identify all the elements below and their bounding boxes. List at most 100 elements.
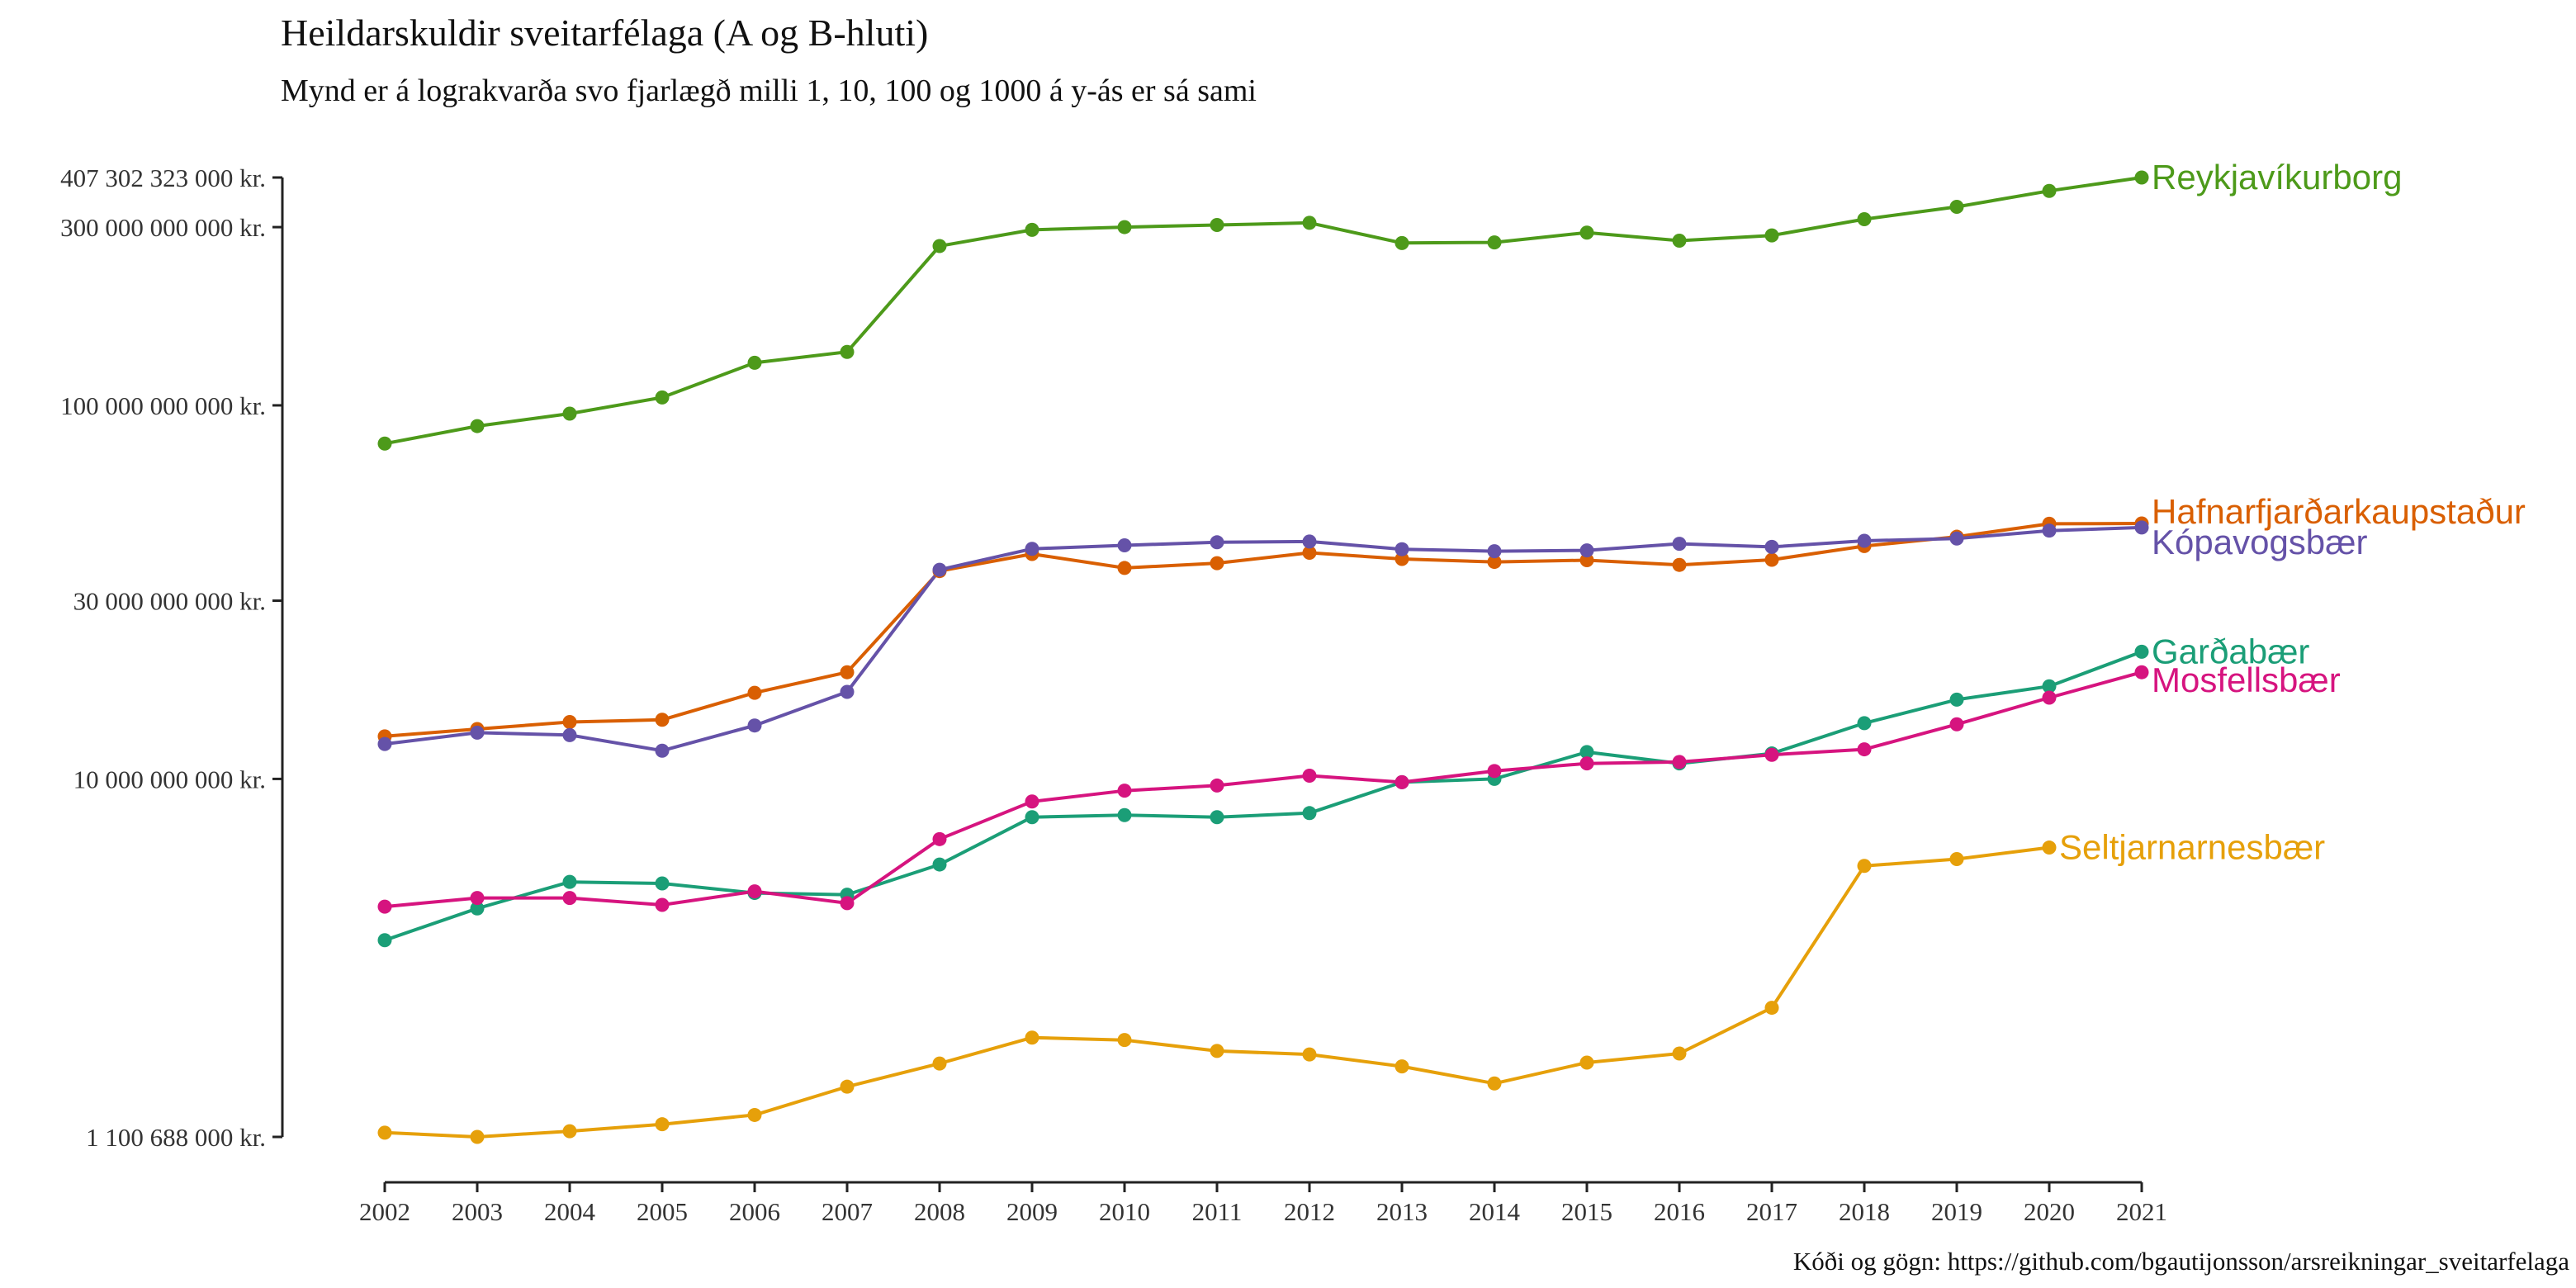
- data-point: [932, 857, 947, 872]
- data-point: [1487, 1076, 1502, 1091]
- data-point: [1025, 222, 1039, 237]
- data-point: [1302, 215, 1317, 230]
- data-point: [377, 436, 392, 451]
- x-tick-label: 2006: [729, 1197, 780, 1226]
- data-point: [1302, 806, 1317, 821]
- data-point: [1025, 794, 1039, 809]
- data-point: [2134, 520, 2149, 535]
- data-point: [1117, 807, 1132, 822]
- data-point: [377, 736, 392, 751]
- data-point: [2042, 183, 2057, 198]
- data-point: [1395, 552, 1409, 566]
- data-point: [1949, 852, 1964, 867]
- data-point: [1117, 537, 1132, 552]
- data-point: [1210, 1044, 1224, 1058]
- data-point: [1117, 1033, 1132, 1048]
- data-point: [1210, 778, 1224, 793]
- data-point: [2042, 679, 2057, 694]
- data-point: [932, 562, 947, 577]
- data-point: [2042, 690, 2057, 705]
- data-point: [1210, 535, 1224, 550]
- series-labels: Reykjavíkurborg HafnarfjarðarkaupstaðurKó…: [2059, 158, 2526, 867]
- data-point: [1949, 531, 1964, 546]
- x-tick-label: 2010: [1099, 1197, 1150, 1226]
- data-point: [2134, 170, 2149, 185]
- data-point: [1764, 228, 1779, 243]
- data-point: [1210, 217, 1224, 232]
- data-point: [1210, 556, 1224, 571]
- data-point: [1395, 235, 1409, 250]
- data-point: [747, 355, 762, 370]
- data-point: [1672, 755, 1687, 769]
- series-label: Seltjarnarnesbær: [2059, 828, 2325, 867]
- x-tick-label: 2015: [1561, 1197, 1612, 1226]
- data-point: [1764, 539, 1779, 554]
- data-point: [1117, 220, 1132, 234]
- data-point: [1764, 1001, 1779, 1016]
- x-tick-label: 2011: [1192, 1197, 1243, 1226]
- series-lines: [384, 176, 2143, 1139]
- data-point: [655, 897, 670, 912]
- series-line: [384, 650, 2143, 942]
- data-point: [562, 874, 577, 889]
- series-line: [384, 845, 2050, 1139]
- data-point: [840, 344, 855, 359]
- y-tick-label: 300 000 000 000 kr.: [60, 213, 266, 242]
- data-point: [2042, 523, 2057, 538]
- data-point: [377, 899, 392, 914]
- x-tick-label: 2008: [914, 1197, 965, 1226]
- data-point: [1487, 235, 1502, 250]
- data-point: [1395, 1059, 1409, 1074]
- data-point: [1487, 544, 1502, 559]
- series-label: Garðabær: [2152, 632, 2309, 670]
- series-line: [384, 670, 2143, 909]
- data-point: [932, 1056, 947, 1071]
- x-tick-label: 2009: [1006, 1197, 1058, 1226]
- data-point: [2042, 841, 2057, 855]
- data-point: [1672, 1046, 1687, 1061]
- data-point: [1117, 784, 1132, 798]
- data-point: [1395, 774, 1409, 789]
- data-point: [1949, 717, 1964, 732]
- chart-caption: Kóði og gögn: https://github.com/bgautij…: [1793, 1247, 2569, 1276]
- data-point: [562, 891, 577, 906]
- x-tick-label: 2002: [359, 1197, 410, 1226]
- y-tick-label: 407 302 323 000 kr.: [60, 163, 266, 192]
- data-point: [1210, 810, 1224, 825]
- x-axis: 2002 2003 2004 2005 2006 2007 2008 2009 2010 2011…: [359, 1181, 2167, 1226]
- data-point: [562, 406, 577, 421]
- data-point: [747, 1107, 762, 1122]
- data-point: [747, 718, 762, 733]
- data-point: [840, 1079, 855, 1094]
- data-point: [470, 901, 485, 916]
- series-label: Kópavogsbær: [2152, 523, 2368, 561]
- data-point: [1302, 546, 1317, 561]
- data-point: [377, 933, 392, 948]
- y-tick-label: 10 000 000 000 kr.: [73, 765, 266, 793]
- data-point: [1672, 557, 1687, 572]
- data-point: [1025, 542, 1039, 556]
- data-point: [1025, 810, 1039, 825]
- data-point: [840, 896, 855, 911]
- data-point: [1117, 561, 1132, 575]
- data-point: [1672, 537, 1687, 552]
- y-tick-label: 30 000 000 000 kr.: [73, 587, 266, 616]
- data-point: [840, 665, 855, 680]
- data-point: [1857, 533, 1872, 548]
- x-tick-label: 2013: [1376, 1197, 1428, 1226]
- data-point: [1857, 742, 1872, 757]
- y-tick-label: 100 000 000 000 kr.: [60, 391, 266, 420]
- series-label: Reykjavíkurborg: [2152, 158, 2402, 197]
- data-point: [747, 685, 762, 700]
- data-point: [747, 884, 762, 899]
- data-point: [1579, 1055, 1594, 1070]
- series-line: [384, 176, 2143, 446]
- x-tick-label: 2014: [1469, 1197, 1521, 1226]
- series-line: [384, 522, 2143, 738]
- x-tick-label: 2012: [1284, 1197, 1335, 1226]
- series-points: [377, 170, 2149, 1144]
- data-point: [1487, 764, 1502, 779]
- x-tick-label: 2021: [2116, 1197, 2167, 1226]
- data-point: [1857, 211, 1872, 226]
- data-point: [1025, 1030, 1039, 1045]
